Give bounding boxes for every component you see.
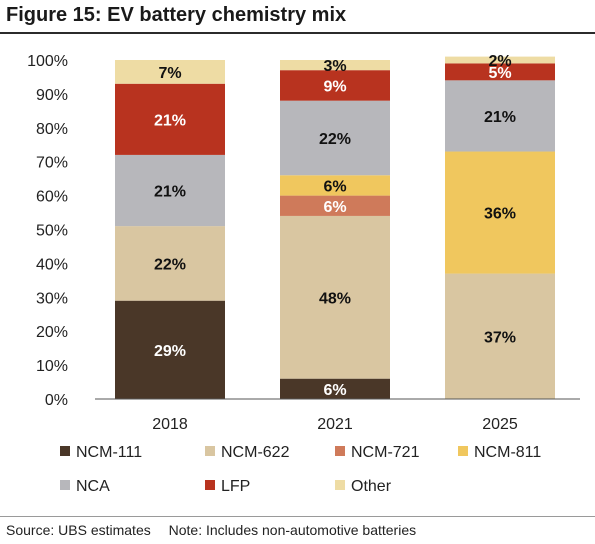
legend-item: NCM-111 — [60, 444, 142, 462]
data-label: 7% — [158, 65, 181, 82]
data-label: 6% — [323, 199, 346, 216]
bar-segment — [280, 100, 390, 176]
y-tick-label: 0% — [45, 392, 68, 409]
legend-item: NCM-622 — [205, 444, 289, 462]
bar-segment — [280, 195, 390, 216]
source-text: Source: UBS estimates — [6, 522, 151, 538]
stacked-bar-chart: 0% 10% 20% 30% 40% 50% 60% 70% 80% 90% 100% 29% 22% 2… — [27, 53, 580, 433]
legend-item: LFP — [205, 478, 250, 496]
data-label: 36% — [484, 206, 516, 223]
legend-swatch — [335, 480, 345, 490]
data-label: 5% — [488, 65, 511, 82]
legend-label: NCM-111 — [76, 444, 143, 461]
legend-label: NCA — [76, 478, 110, 495]
data-label: 22% — [319, 131, 351, 148]
data-label: 37% — [484, 329, 516, 346]
title-rule — [0, 32, 595, 34]
legend-swatch — [60, 446, 70, 456]
legend-item: NCA — [60, 478, 110, 496]
y-tick-label: 60% — [36, 189, 68, 206]
y-tick-label: 30% — [36, 290, 68, 307]
bar-segment — [115, 83, 225, 155]
y-tick-label: 40% — [36, 256, 68, 273]
legend-swatch — [458, 446, 468, 456]
y-tick-label: 20% — [36, 324, 68, 341]
bar-segment — [280, 175, 390, 196]
bar-segment — [280, 60, 390, 71]
legend-swatch — [60, 480, 70, 490]
bar-segment — [280, 215, 390, 379]
bar-segment — [115, 300, 225, 399]
chart-title: Figure 15: EV battery chemistry mix — [6, 4, 347, 26]
y-tick-label: 80% — [36, 121, 68, 138]
legend-label: NCM-811 — [474, 444, 542, 461]
legend-item: NCM-721 — [335, 444, 419, 462]
y-tick-label: 50% — [36, 223, 68, 240]
legend-swatch — [205, 480, 215, 490]
bar-segment — [280, 70, 390, 101]
bar-segment — [445, 56, 555, 64]
data-label: 21% — [154, 184, 186, 201]
data-label: 6% — [323, 382, 346, 399]
data-label: 2% — [488, 53, 511, 70]
bar-segment — [445, 273, 555, 399]
y-tick-label: 100% — [27, 53, 68, 70]
data-label: 21% — [484, 109, 516, 126]
data-label: 3% — [323, 58, 346, 75]
legend-label: LFP — [221, 478, 251, 495]
bar-segment — [280, 378, 390, 399]
x-tick-label: 2021 — [317, 416, 353, 433]
source-footer: Source: UBS estimates Note: Includes non… — [6, 522, 430, 538]
legend-label: Other — [351, 478, 392, 495]
x-tick-label: 2018 — [152, 416, 188, 433]
legend-swatch — [205, 446, 215, 456]
x-tick-label: 2025 — [482, 416, 518, 433]
data-label: 6% — [323, 178, 346, 195]
y-tick-label: 10% — [36, 358, 68, 375]
note-text: Note: Includes non-automotive batteries — [168, 522, 417, 538]
legend-label: NCM-622 — [221, 444, 290, 461]
data-label: 22% — [154, 256, 186, 273]
bar-segment — [115, 226, 225, 301]
legend-label: NCM-721 — [351, 444, 420, 461]
legend-item: Other — [335, 478, 391, 496]
bar-segment — [115, 60, 225, 84]
bar-segment — [115, 154, 225, 227]
data-label: 29% — [154, 343, 186, 360]
data-label: 9% — [323, 78, 346, 95]
data-label: 48% — [319, 290, 351, 307]
legend-item: NCM-811 — [458, 444, 541, 462]
legend-swatch — [335, 446, 345, 456]
bar-segment — [445, 80, 555, 152]
bar-segment — [445, 63, 555, 81]
footer-rule — [0, 516, 595, 517]
y-tick-label: 90% — [36, 87, 68, 104]
y-tick-label: 70% — [36, 155, 68, 172]
bar-segment — [445, 151, 555, 274]
data-label: 21% — [154, 112, 186, 129]
